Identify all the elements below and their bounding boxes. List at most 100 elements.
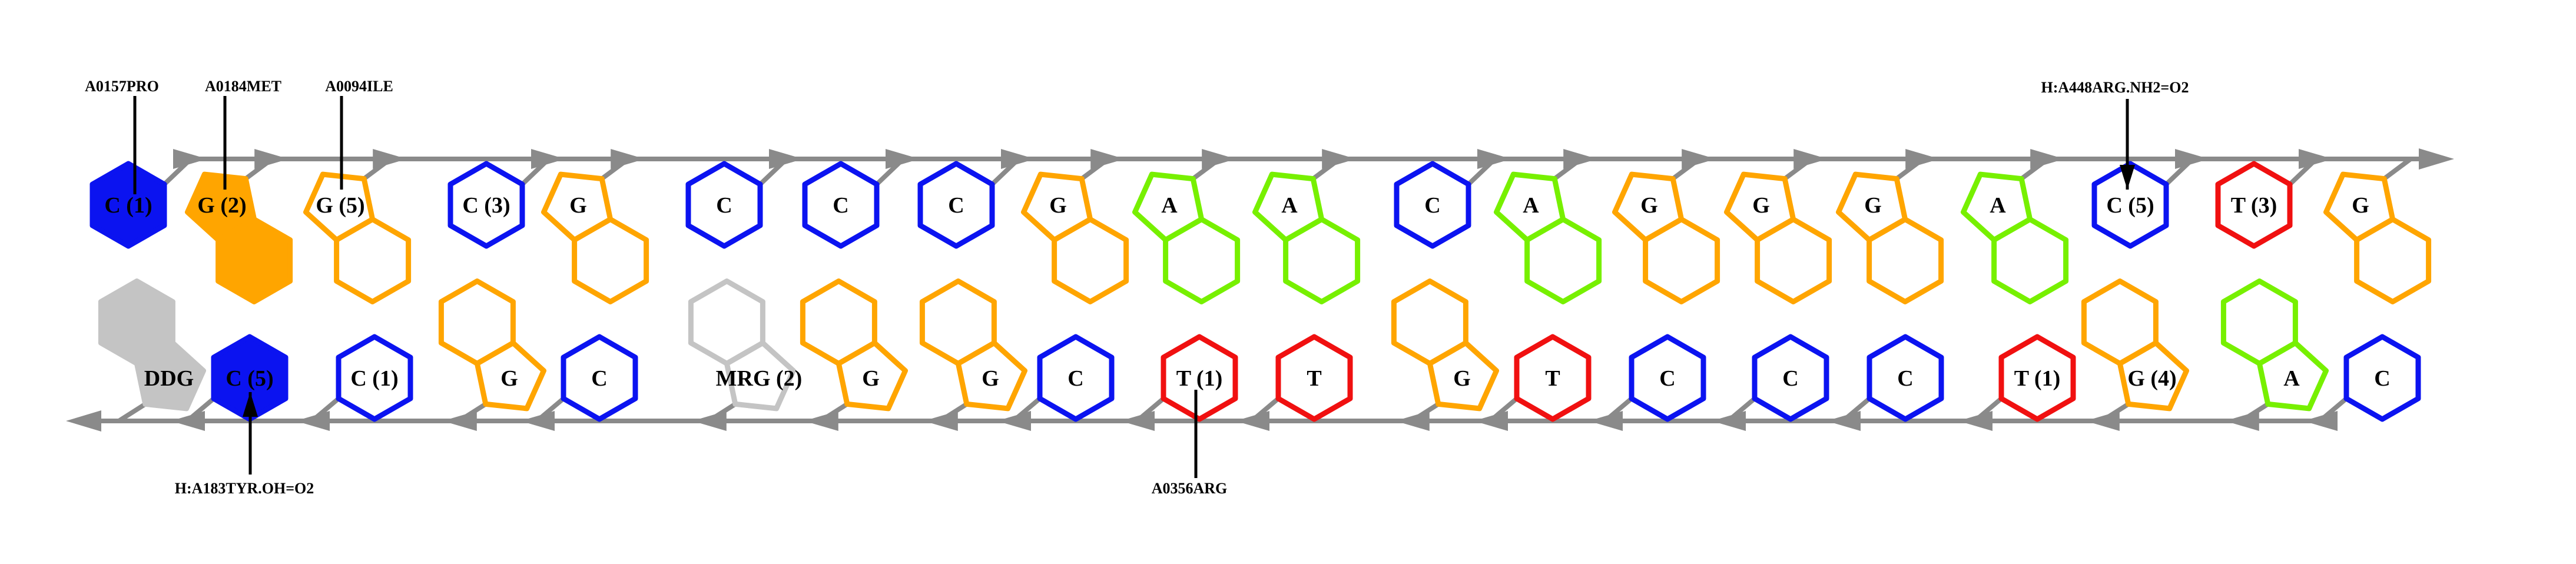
nucleotide-bottom-4-G[interactable]: G	[438, 278, 546, 412]
nucleotide-top-17-A[interactable]: A	[1961, 171, 2069, 304]
top-strand-arrowhead	[1477, 149, 1511, 169]
top-backbone-strand	[163, 148, 2454, 186]
bottom-strand-arrowhead	[442, 411, 477, 431]
annotation-arrowhead	[243, 392, 258, 417]
nucleotide-bottom-12-G[interactable]: G	[1391, 278, 1499, 412]
base-label: C	[1424, 193, 1440, 218]
base-label: G	[1453, 366, 1471, 391]
top-strand-arrowhead	[1001, 149, 1035, 169]
top-strand-arrowhead	[173, 149, 207, 169]
base-label: T (1)	[1176, 366, 1222, 391]
nucleotide-top-8-C[interactable]: C	[917, 161, 995, 249]
purine-pentagon-ring	[1132, 171, 1205, 243]
top-strand-arrowhead	[769, 149, 803, 169]
nucleotide-top-3-G[interactable]: G (5)	[303, 171, 412, 304]
pyrimidine-hexagon-ring	[1752, 334, 1829, 422]
nucleotide-bottom-17-T[interactable]: T (1)	[1998, 334, 2076, 422]
purine-pentagon-ring	[1961, 171, 2033, 243]
nucleotide-bottom-13-T[interactable]: T	[1514, 334, 1592, 422]
nucleotide-bottom-6-G[interactable]: MRG (2)	[688, 278, 803, 412]
bottom-strand-arrowhead	[804, 411, 838, 431]
bottom-strand-arrowhead	[2303, 411, 2338, 431]
base-label: MRG (2)	[716, 366, 803, 391]
bottom-strand-arrowhead	[2224, 411, 2259, 431]
nucleotide-bottom-11-T[interactable]: T	[1275, 334, 1353, 422]
nucleotide-top-16-G[interactable]: G	[1836, 171, 1944, 304]
nucleotide-bottom-15-C[interactable]: C	[1752, 334, 1829, 422]
bottom-strand-arrowhead	[1589, 411, 1623, 431]
purine-pentagon-ring	[303, 171, 376, 243]
nucleotide-top-20-G[interactable]: G	[2323, 171, 2432, 304]
nucleotide-bottom-8-G[interactable]: G	[919, 278, 1027, 412]
bottom-strand-arrowhead	[520, 411, 555, 431]
nucleotide-top-15-G[interactable]: G	[1724, 171, 1832, 304]
purine-pentagon-ring	[1612, 171, 1685, 243]
base-label: G	[1864, 193, 1882, 218]
nucleotide-top-14-G[interactable]: G	[1612, 171, 1720, 304]
base-label: A	[1523, 193, 1539, 218]
nucleotide-top-2-G[interactable]: G (2)	[185, 171, 293, 304]
top-strand-arrowhead	[886, 149, 920, 169]
nucleotide-bottom-19-A[interactable]: A	[2220, 278, 2329, 412]
base-label: G	[569, 193, 587, 218]
nucleotide-top-4-C[interactable]: C (3)	[447, 161, 525, 249]
nucleotide-bottom-18-G[interactable]: G (4)	[2081, 278, 2189, 412]
nucleotide-top-13-A[interactable]: A	[1494, 171, 1602, 304]
pyrimidine-hexagon-ring	[2091, 161, 2169, 249]
top-strand-arrowhead	[2175, 149, 2209, 169]
annotation-A0356ARG: A0356ARG	[1152, 390, 1227, 497]
base-label: G	[1640, 193, 1658, 218]
pyrimidine-hexagon-ring	[1514, 334, 1592, 422]
bottom-strand-arrowhead	[296, 411, 330, 431]
base-label: DDG	[144, 366, 194, 391]
nucleotide-top-7-C[interactable]: C	[802, 161, 880, 249]
pyrimidine-hexagon-ring	[917, 161, 995, 249]
base-label: G	[982, 366, 999, 391]
nucleotide-top-6-C[interactable]: C	[685, 161, 763, 249]
nucleotide-top-19-T[interactable]: T (3)	[2215, 161, 2293, 249]
purine-pentagon-ring	[2117, 340, 2189, 412]
annotation-text: H:A448ARG.NH2=O2	[2041, 79, 2189, 96]
purine-pentagon-ring	[836, 340, 908, 412]
purine-pentagon-ring	[1724, 171, 1796, 243]
annotation-text: A0184MET	[205, 78, 281, 95]
nucleotide-bottom-3-C[interactable]: C (1)	[336, 334, 413, 422]
annotation-arrowhead	[2120, 165, 2135, 190]
nucleotide-bottom-20-C[interactable]: C	[2343, 334, 2421, 422]
bottom-strand-arrowhead	[1958, 411, 1992, 431]
top-strand-arrowhead	[531, 149, 565, 169]
base-label: G	[862, 366, 880, 391]
nucleotide-top-11-A[interactable]: A	[1252, 171, 1361, 304]
top-strand-arrowhead	[254, 149, 289, 169]
nucleotide-top-1-C[interactable]: C (1)	[89, 161, 167, 249]
base-label: T (1)	[2014, 366, 2060, 391]
nucleotide-bottom-16-C[interactable]: C	[1866, 334, 1944, 422]
nucleotide-bottom-7-G[interactable]: G	[800, 278, 908, 412]
top-strand-arrowhead	[2030, 149, 2065, 169]
nucleotide-bottom-5-C[interactable]: C	[561, 334, 638, 422]
top-strand-arrowhead	[611, 149, 645, 169]
bottom-strand-arrowhead	[1120, 411, 1155, 431]
base-label: C (1)	[350, 366, 398, 391]
nucleotide-bottom-1-G[interactable]: DDG	[98, 278, 206, 412]
purine-pentagon-ring	[724, 340, 796, 412]
nucleotide-top-18-C[interactable]: C (5)	[2091, 161, 2169, 249]
base-label: C	[716, 193, 732, 218]
bottom-strand-arrowhead	[2085, 411, 2120, 431]
nucleotide-bottom-10-T[interactable]: T (1)	[1161, 334, 1238, 422]
purine-pentagon-ring	[185, 171, 257, 243]
pyrimidine-hexagon-ring	[447, 161, 525, 249]
nucleotide-top-9-G[interactable]: G	[1021, 171, 1129, 304]
bottom-strand-arrowhead	[923, 411, 958, 431]
nucleotide-bottom-14-C[interactable]: C	[1629, 334, 1706, 422]
purine-pentagon-ring	[1836, 171, 1908, 243]
nucleotide-top-10-A[interactable]: A	[1132, 171, 1241, 304]
nucleotide-bottom-9-C[interactable]: C	[1037, 334, 1115, 422]
nucleotide-top-5-G[interactable]: G	[541, 171, 649, 304]
annotation-H-A448ARG-NH2-O2: H:A448ARG.NH2=O2	[2041, 79, 2189, 190]
nucleotide-top-12-C[interactable]: C	[1394, 161, 1471, 249]
pyrimidine-hexagon-ring	[1629, 334, 1706, 422]
pyrimidine-hexagon-ring	[561, 334, 638, 422]
